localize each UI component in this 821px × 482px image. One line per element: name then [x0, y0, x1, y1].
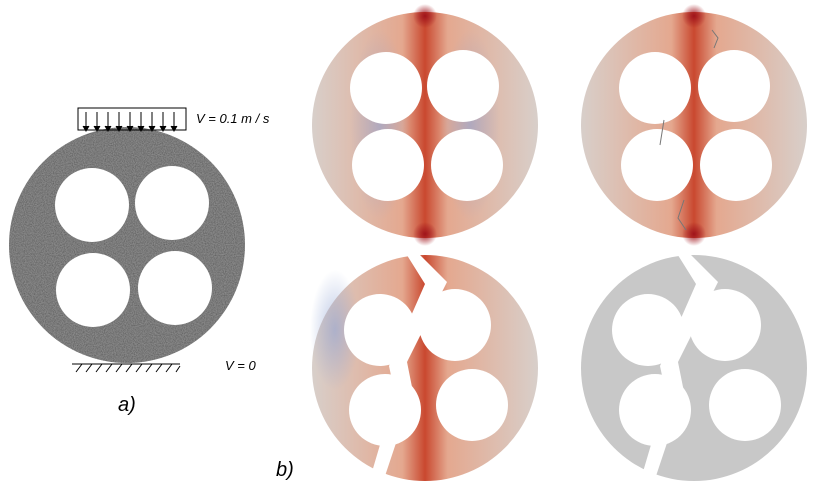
page: V = 0.1 m / s V = 0 a) b) (() => { co [0, 0, 821, 482]
panel-label: a) [118, 394, 136, 416]
stress-field-2 [581, 4, 807, 246]
panel-label: b) [276, 459, 294, 481]
specimen-a [9, 127, 245, 363]
stress-field-3 [310, 252, 538, 482]
load-label: V = 0.1 m / s [196, 111, 270, 126]
support-label: V = 0 [225, 358, 256, 373]
stress-field-1 [312, 4, 538, 246]
support [72, 364, 180, 372]
figure: V = 0.1 m / s V = 0 a) b) [0, 0, 821, 482]
load-arrows [78, 108, 186, 131]
damage-field [581, 252, 807, 482]
